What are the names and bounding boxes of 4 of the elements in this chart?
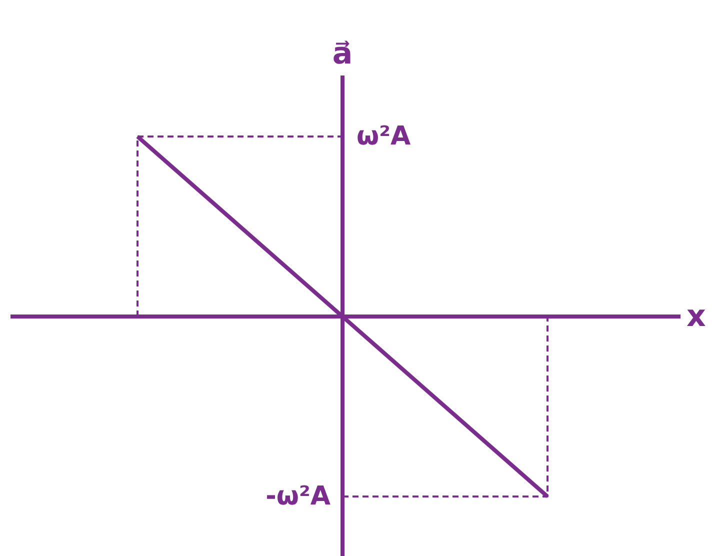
y-axis-title: a⃗ (332, 36, 353, 72)
annotation: -ω²A (266, 482, 331, 512)
annotation: ω²A (356, 122, 411, 152)
x-axis-title: x (686, 299, 706, 334)
